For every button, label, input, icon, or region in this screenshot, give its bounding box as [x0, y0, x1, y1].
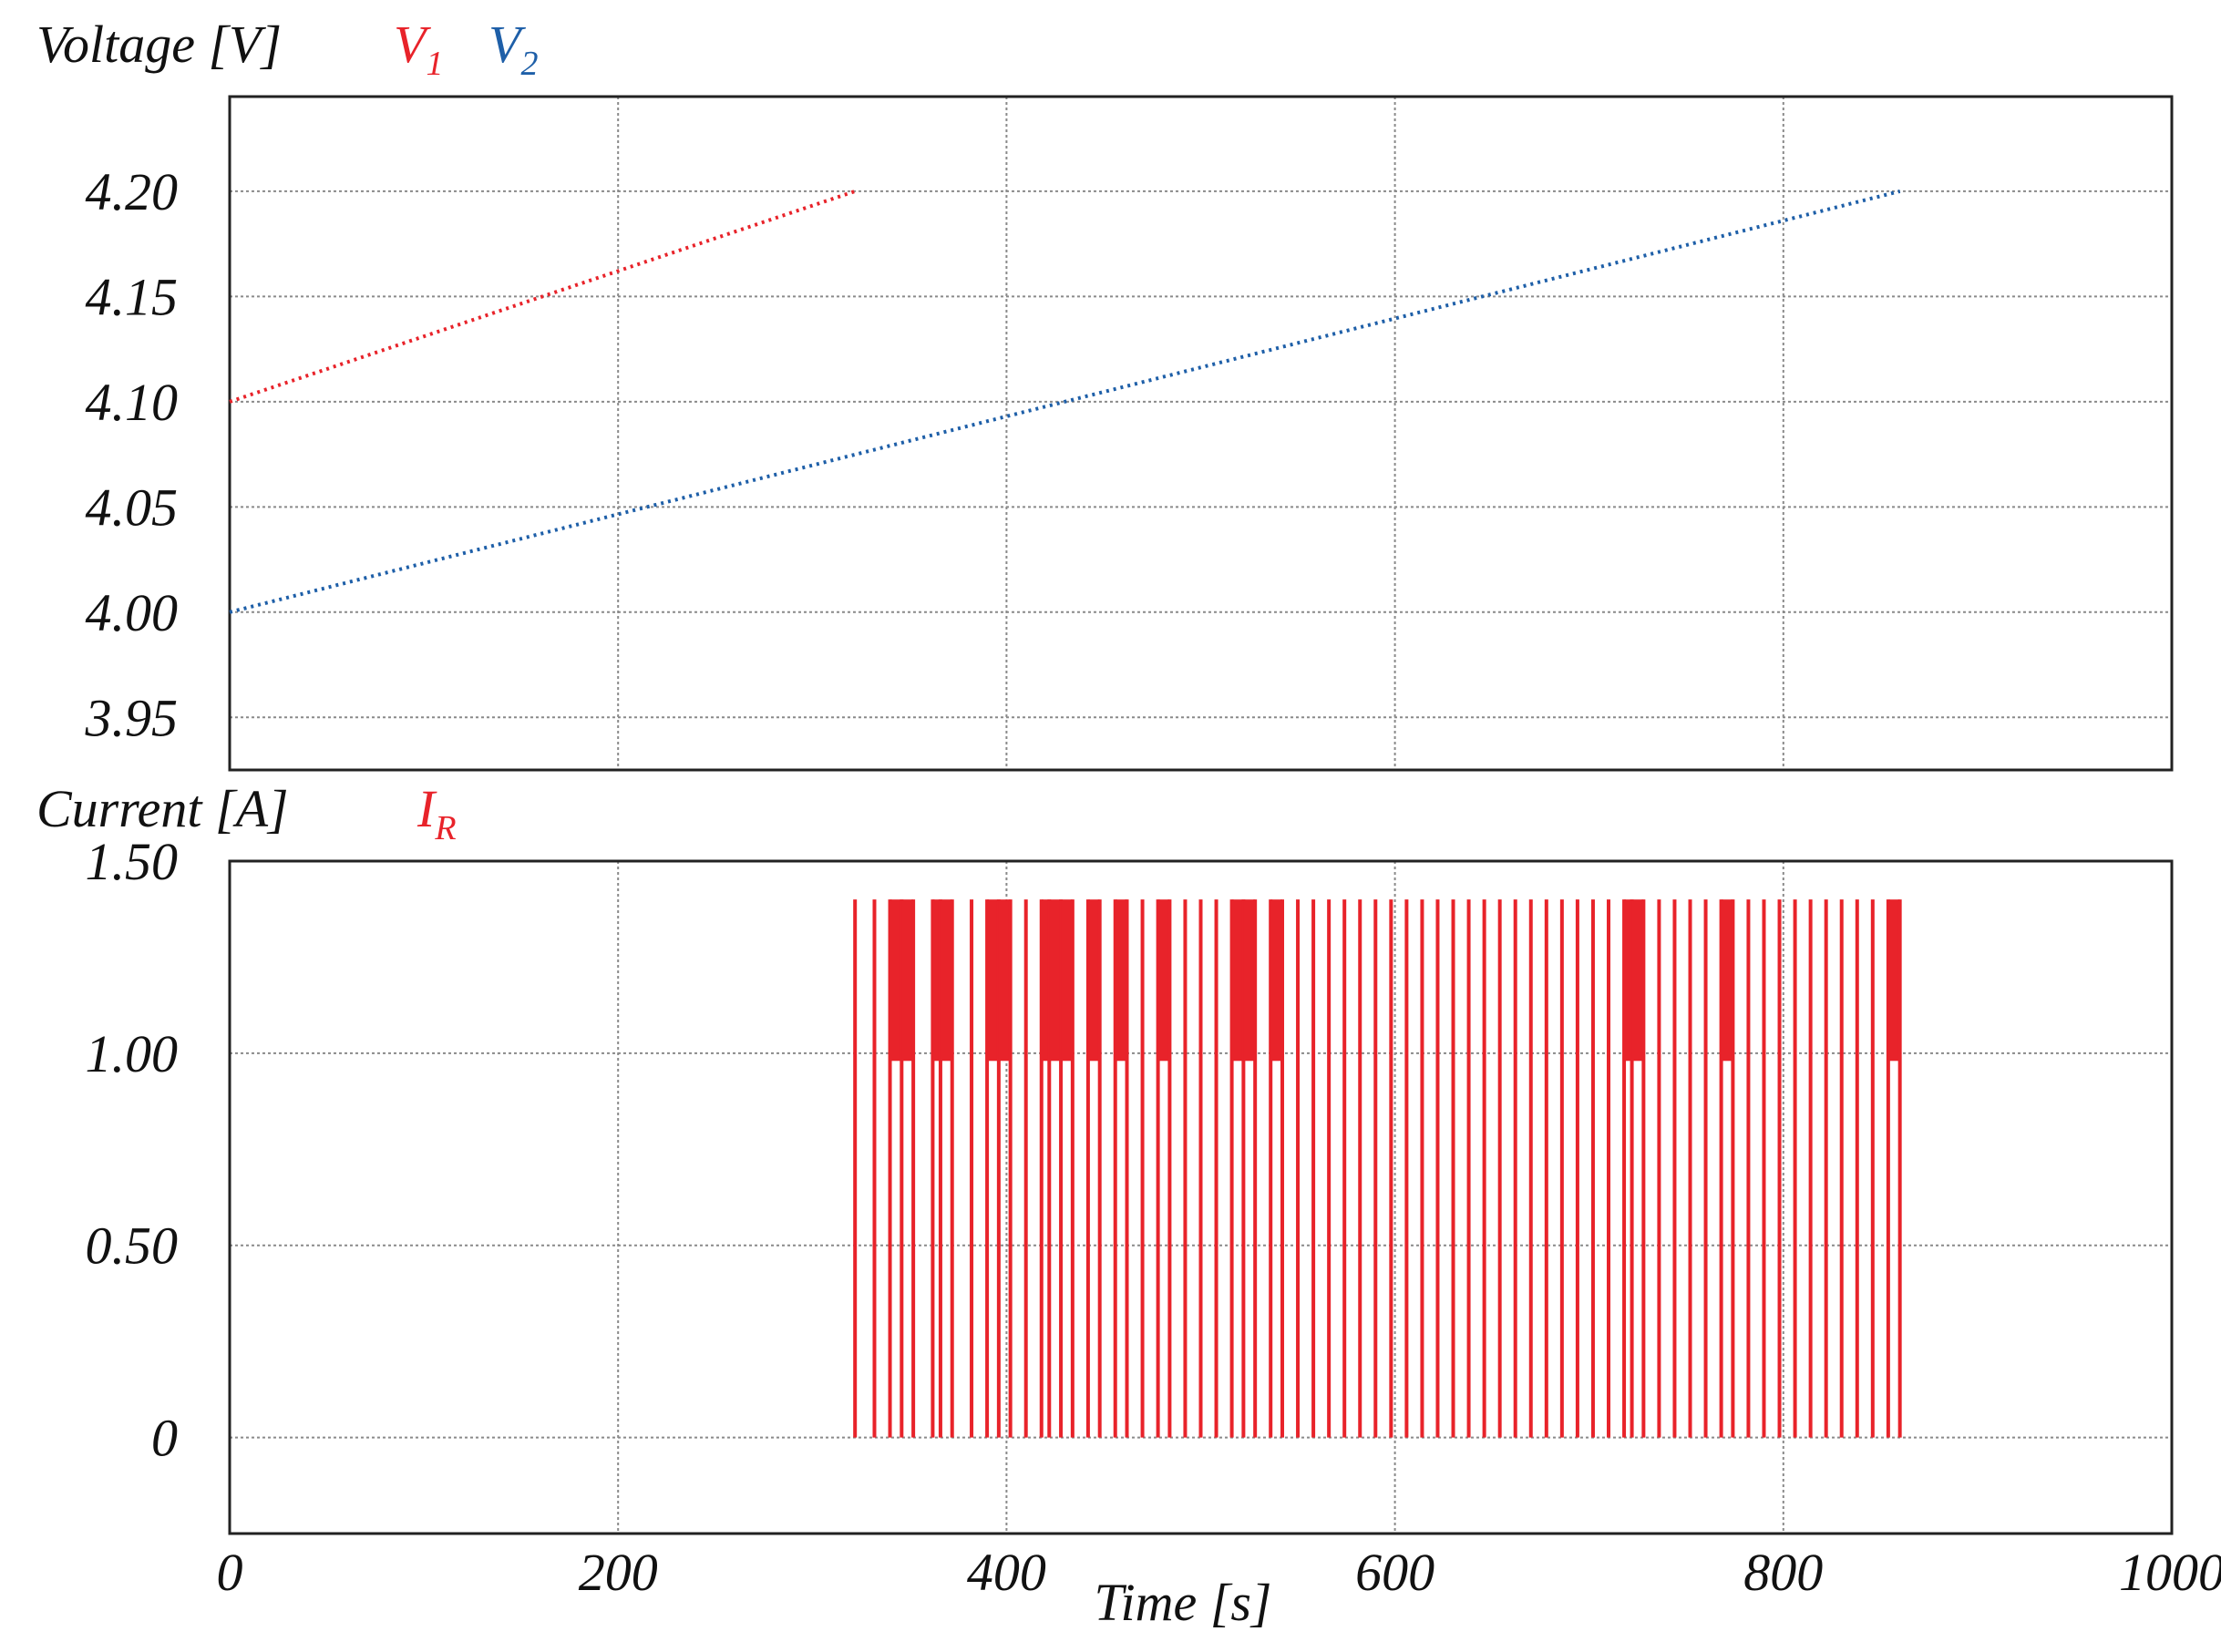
current-pulse-block	[1887, 899, 1900, 1062]
x-tick-label: 200	[579, 1543, 658, 1602]
x-tick-label: 1000	[2119, 1543, 2221, 1602]
series-IR	[853, 899, 1902, 1438]
x-tick-label: 800	[1743, 1543, 1823, 1602]
legend-entry-subscript: 2	[520, 45, 538, 83]
y-tick-label: 4.10	[86, 373, 179, 432]
current-pulse-block	[1115, 899, 1127, 1062]
current-pulse-block	[1270, 899, 1283, 1062]
current-pulse-block	[1231, 899, 1244, 1062]
y-tick-label: 1.50	[86, 832, 179, 891]
legend-entry: V1	[394, 15, 443, 83]
y-tick-label: 4.05	[86, 477, 179, 537]
legend-entry: IR	[416, 779, 457, 847]
y-axis-label: Voltage [V]	[36, 15, 282, 74]
legend-entry-subscript: R	[434, 809, 456, 847]
y-tick-label: 1.00	[86, 1024, 179, 1083]
y-tick-label: 0	[151, 1409, 178, 1468]
legend-entry-name: I	[416, 779, 437, 838]
current-pulse-block	[1049, 899, 1062, 1062]
current-pulse-block	[901, 899, 914, 1062]
current-pulse-block	[987, 899, 999, 1062]
current-pulse-block	[1157, 899, 1170, 1062]
current-pulse-block	[932, 899, 941, 1062]
x-tick-label: 600	[1355, 1543, 1434, 1602]
series-V1-line	[229, 190, 856, 404]
current-pulse-block	[940, 899, 952, 1062]
y-tick-label: 4.20	[86, 162, 179, 221]
legend-entry: V2	[488, 15, 538, 83]
current-pulse-block	[1721, 899, 1733, 1062]
current-pulse-block	[1631, 899, 1644, 1062]
y-tick-label: 4.00	[86, 583, 179, 642]
current-pulse-block	[1041, 899, 1050, 1062]
plot-frame	[228, 859, 2174, 1535]
x-tick-label: 0	[217, 1543, 243, 1602]
y-tick-label: 4.15	[86, 267, 179, 326]
legend-entry-name: V	[394, 15, 432, 74]
current-pulse-block	[1624, 899, 1632, 1062]
current-pulse-block	[1061, 899, 1073, 1062]
series-V2-line	[229, 189, 1901, 614]
legend-entry-name: V	[488, 15, 527, 74]
x-tick-label: 400	[967, 1543, 1046, 1602]
y-axis-label: Current [A]	[36, 779, 289, 838]
x-axis-label: Time [s]	[1094, 1573, 1271, 1632]
current-pulse-block	[998, 899, 1011, 1062]
y-tick-label: 3.95	[85, 688, 179, 747]
current-pulse-block	[1087, 899, 1100, 1062]
current-pulse-block	[889, 899, 902, 1062]
plot-frame	[228, 95, 2174, 772]
legend-entry-subscript: 1	[426, 45, 443, 83]
y-tick-label: 0.50	[86, 1216, 179, 1276]
current-pulse-block	[1243, 899, 1256, 1062]
